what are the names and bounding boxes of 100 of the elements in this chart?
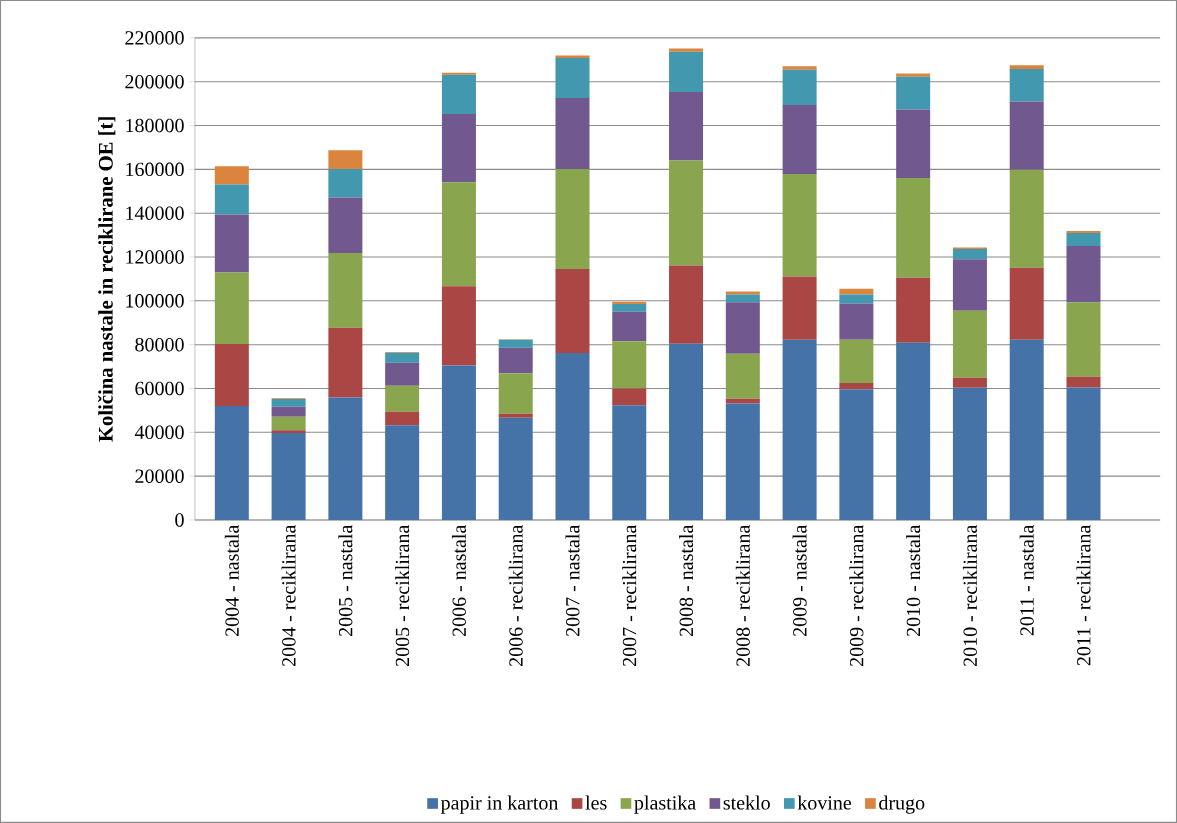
bar — [498, 347, 533, 374]
bar — [441, 286, 476, 366]
x-tick-label: 2010 - reciklirana — [962, 525, 977, 667]
bar — [271, 416, 306, 431]
bar — [328, 168, 363, 198]
bar — [214, 344, 249, 407]
legend-label: kovine — [797, 795, 852, 810]
x-tick-label: 2005 - reciklirana — [395, 525, 410, 667]
bar — [441, 365, 476, 521]
bar — [441, 182, 476, 287]
bar — [612, 311, 647, 342]
bar — [385, 385, 420, 412]
bar — [555, 58, 590, 98]
x-tick-label: 2010 - nastala — [906, 525, 921, 637]
bar — [782, 104, 817, 174]
bar — [839, 303, 874, 340]
bar — [612, 405, 647, 521]
bar — [612, 303, 647, 312]
x-tick-label: 2011 - reciklirana — [1076, 525, 1091, 666]
legend-label: papir in karton — [440, 795, 559, 814]
bar — [271, 406, 306, 417]
bar — [896, 342, 931, 521]
x-tick-label: 2004 - nastala — [224, 525, 239, 637]
legend-label: plastika — [634, 795, 696, 814]
bar — [385, 425, 420, 521]
x-tick-label: 2004 - reciklirana — [281, 525, 296, 667]
bar — [555, 97, 590, 169]
bar — [1066, 246, 1101, 303]
bar — [328, 253, 363, 328]
bar — [669, 48, 704, 52]
bar — [725, 403, 760, 521]
bar — [214, 406, 249, 521]
x-tick-label: 2009 - nastala — [792, 525, 807, 637]
bar — [555, 168, 590, 270]
bar — [839, 383, 874, 390]
bar — [328, 197, 363, 254]
bar — [782, 276, 817, 340]
bar — [896, 109, 931, 178]
bar — [725, 353, 760, 399]
x-tick-label: 2007 - nastala — [565, 525, 580, 637]
bar — [725, 294, 760, 303]
bar — [952, 387, 987, 521]
x-tick-label: 2008 - nastala — [679, 525, 694, 637]
bar — [782, 66, 817, 70]
bar — [896, 277, 931, 343]
legend-label: les — [585, 795, 607, 810]
y-tick-label: 120000 — [126, 250, 184, 264]
bar — [725, 291, 760, 295]
y-tick-label: 80000 — [135, 337, 184, 352]
y-tick-label: 40000 — [134, 425, 184, 440]
bar — [498, 417, 533, 521]
bar — [328, 150, 363, 169]
bar — [612, 341, 647, 389]
bar — [555, 353, 590, 521]
x-tick-label: 2011 - nastala — [1019, 525, 1034, 636]
bar — [1066, 376, 1101, 388]
bar — [1066, 232, 1101, 247]
bar — [385, 362, 420, 386]
y-tick-label: 220000 — [125, 31, 184, 45]
bar — [896, 76, 931, 110]
bar — [555, 55, 590, 59]
bar — [669, 343, 704, 521]
x-tick-label: 2008 - reciklirana — [735, 525, 750, 667]
bar — [328, 327, 363, 398]
y-tick-label: 100000 — [126, 294, 184, 308]
bar — [441, 74, 476, 114]
bar — [498, 413, 533, 418]
bar — [896, 177, 931, 278]
bar — [271, 433, 306, 521]
bar — [328, 397, 363, 521]
bar — [271, 399, 306, 407]
bar — [896, 73, 931, 77]
bar — [271, 430, 306, 434]
y-tick-label: 140000 — [126, 206, 184, 220]
bar — [952, 248, 987, 260]
bar — [555, 269, 590, 354]
x-tick-label: 2007 - reciklirana — [622, 525, 637, 667]
bar — [1009, 65, 1044, 70]
bar — [214, 272, 249, 345]
bar — [952, 310, 987, 378]
bar — [669, 160, 704, 266]
bar — [952, 259, 987, 311]
bar — [498, 339, 533, 348]
x-tick-label: 2009 - reciklirana — [849, 525, 864, 667]
legend-label: steklo — [723, 795, 770, 810]
bar — [839, 389, 874, 521]
y-tick-label: 200000 — [125, 74, 184, 89]
bar — [839, 294, 874, 304]
bar — [839, 339, 874, 384]
y-tick-label: 180000 — [126, 118, 184, 133]
bar — [498, 373, 533, 414]
y-tick-label: 160000 — [126, 162, 184, 177]
y-tick-label: 60000 — [135, 381, 184, 396]
bar — [1009, 267, 1044, 340]
bar — [669, 265, 704, 344]
bar — [782, 69, 817, 105]
bar — [1066, 302, 1101, 377]
bar — [1009, 339, 1044, 521]
bar — [669, 92, 704, 161]
bar — [1009, 69, 1044, 102]
